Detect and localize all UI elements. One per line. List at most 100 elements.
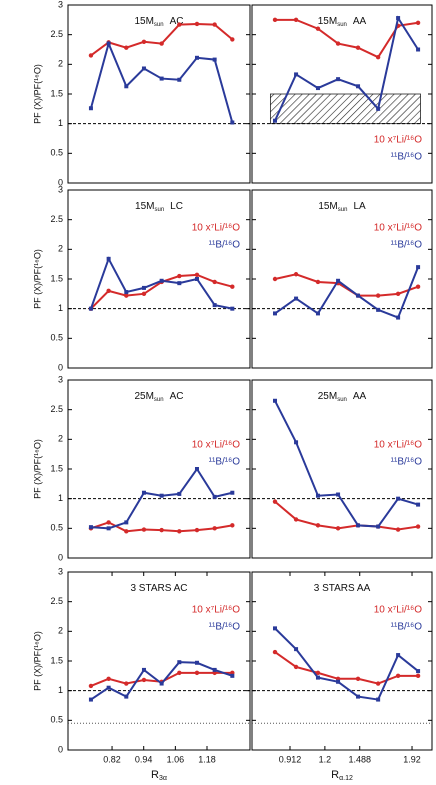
y-tick-label: 0 (58, 177, 63, 187)
y-axis-label: PF (X)/PF(¹⁶O) (32, 64, 42, 124)
data-point (293, 17, 299, 23)
data-point (212, 279, 217, 285)
panel-title: 25Msun AA (318, 391, 367, 403)
series-line (274, 15, 419, 122)
legend-label: 10 x⁷Li/¹⁶O (192, 440, 241, 451)
legend-label: ¹¹B/¹⁶O (391, 622, 423, 633)
y-tick-label: 1.5 (50, 655, 63, 665)
panel-title: 3 STARS AA (314, 583, 371, 594)
y-tick-label: 0.5 (50, 715, 63, 725)
y-axis-label: PF (X)/PF(¹⁶O) (32, 249, 42, 309)
data-point (315, 670, 321, 676)
legend-label: ¹¹B/¹⁶O (209, 622, 241, 633)
data-point (106, 256, 111, 261)
legend-label: ¹¹B/¹⁶O (209, 240, 241, 251)
data-point (416, 265, 421, 270)
data-point (375, 55, 381, 60)
data-point (396, 653, 401, 658)
data-point (88, 683, 94, 689)
x-tick-label: 1.18 (198, 754, 216, 764)
data-point (294, 647, 299, 652)
data-point (177, 77, 182, 82)
y-tick-label: 2 (58, 626, 63, 636)
title-part: sun (337, 397, 347, 403)
data-point (395, 291, 401, 297)
data-point (88, 306, 93, 311)
panel-title: 25Msun AC (134, 391, 183, 403)
data-point (194, 660, 199, 665)
title-part: AA (353, 16, 367, 27)
x-tick-label: 1.2 (319, 754, 332, 764)
legend-label: 10 x⁷Li/¹⁶O (192, 223, 241, 234)
data-point (356, 293, 361, 298)
data-point (194, 55, 199, 60)
panel-title: 15Msun AC (134, 16, 183, 28)
x-tick-label: 1.92 (403, 754, 421, 764)
x-axis-label: R3α (151, 769, 167, 780)
title-part: sun (338, 207, 348, 213)
data-point (106, 520, 111, 525)
data-point (159, 278, 164, 283)
y-tick-label: 2.5 (50, 214, 63, 224)
data-point (141, 667, 146, 672)
data-point (272, 649, 278, 655)
y-tick-label: 3 (58, 566, 63, 576)
title-part: LA (353, 201, 366, 212)
title-part: 15M (318, 201, 337, 212)
y-tick-label: 0 (58, 744, 63, 754)
data-point (375, 681, 381, 686)
data-point (177, 491, 182, 496)
data-point (212, 22, 217, 27)
y-tick-label: 0.5 (50, 148, 63, 158)
shaded-band (269, 93, 421, 125)
label-part: R (331, 769, 339, 780)
data-point (230, 120, 235, 125)
data-point (376, 524, 381, 529)
data-point (124, 293, 129, 298)
y-tick-label: 1.5 (50, 273, 63, 283)
data-point (356, 523, 361, 528)
label-part: R (151, 769, 159, 780)
data-point (272, 398, 277, 403)
data-point (177, 22, 182, 27)
data-point (230, 37, 235, 42)
data-point (356, 84, 361, 89)
title-part: 25M (134, 391, 153, 402)
data-point (141, 39, 147, 44)
title-part: LC (170, 201, 183, 212)
title-part: 15M (135, 201, 154, 212)
data-point (272, 17, 278, 23)
y-tick-label: 2 (58, 434, 63, 444)
legend-label: ¹¹B/¹⁶O (391, 457, 423, 468)
data-point (396, 315, 401, 320)
y-tick-label: 3 (58, 184, 63, 194)
y-tick-label: 0 (58, 552, 63, 562)
title-part: sun (337, 22, 347, 28)
data-point (212, 303, 217, 308)
plot-frame (67, 379, 251, 559)
data-point (336, 77, 341, 82)
data-point (294, 440, 299, 445)
x-axis-label: Rα,12 (331, 769, 353, 780)
data-point (124, 520, 129, 525)
data-point (315, 279, 321, 285)
y-tick-label: 1.5 (50, 463, 63, 473)
data-point (212, 57, 217, 62)
panel-title: 15Msun LA (318, 201, 366, 213)
y-tick-label: 1 (58, 685, 63, 695)
data-point (124, 84, 129, 89)
legend-label: 10 x⁷Li/¹⁶O (192, 605, 241, 616)
data-point (315, 675, 320, 680)
data-point (177, 529, 182, 534)
plot-frame (67, 189, 251, 369)
data-point (212, 526, 217, 531)
series-line (90, 467, 233, 530)
data-point (416, 669, 421, 674)
data-point (141, 527, 147, 532)
data-point (315, 26, 321, 31)
data-point (395, 673, 401, 679)
data-point (194, 527, 200, 533)
data-point (88, 106, 93, 111)
data-point (177, 281, 182, 286)
